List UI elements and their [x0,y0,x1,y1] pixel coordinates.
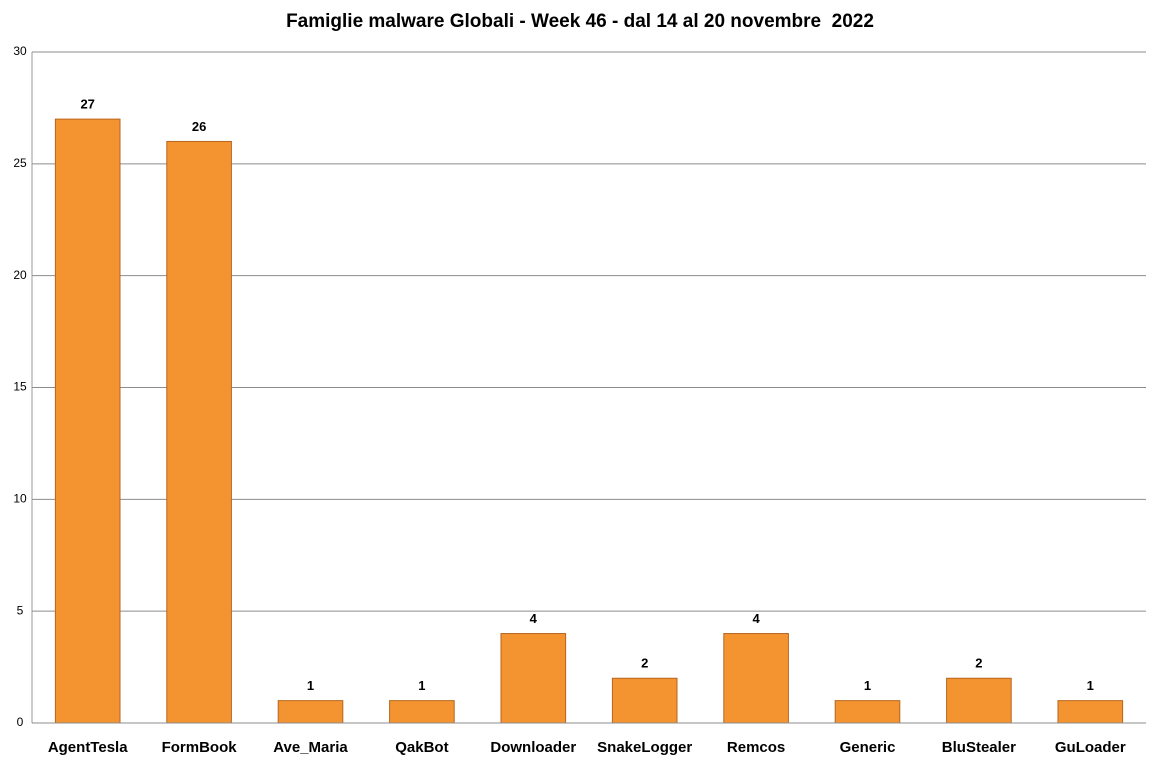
data-label: 1 [1087,678,1094,693]
bar [277,700,344,724]
bar-group [946,677,1012,724]
x-tick-label: GuLoader [1055,739,1126,756]
data-label: 2 [641,656,648,671]
bar [389,700,455,724]
data-label: 1 [307,678,314,693]
bar-group [834,700,901,724]
bar [166,140,232,724]
bar [54,118,121,724]
x-tick-label: QakBot [395,739,448,756]
data-label: 26 [192,119,206,134]
x-tick-label: SnakeLogger [597,739,692,756]
data-label: 27 [80,97,94,112]
bar [946,677,1012,724]
x-tick-label: AgentTesla [48,739,128,756]
bar-group [54,118,121,724]
data-label: 1 [864,678,871,693]
x-tick-label: Ave_Maria [273,739,348,756]
bar-group [723,633,789,724]
data-label: 2 [975,656,982,671]
bar [500,633,567,724]
data-label: 4 [530,611,538,626]
y-tick-label: 20 [13,268,27,282]
y-tick-label: 5 [17,603,24,617]
y-tick-label: 30 [13,44,27,58]
y-tick-label: 25 [13,156,27,170]
bar [1057,700,1124,724]
bar-group [277,700,344,724]
x-tick-label: BluStealer [942,739,1016,756]
bar-group [500,633,567,724]
bar-group [166,140,232,724]
bar [723,633,789,724]
x-tick-label: Remcos [727,739,785,756]
data-label: 1 [418,678,425,693]
x-tick-label: Generic [840,739,896,756]
data-label: 4 [752,611,760,626]
bar-group [1057,700,1124,724]
bar [611,677,678,724]
bar-group [611,677,678,724]
x-tick-label: FormBook [162,739,238,756]
y-tick-label: 15 [13,380,27,394]
chart-title: Famiglie malware Globali - Week 46 - dal… [286,11,874,32]
y-tick-label: 10 [13,492,27,506]
x-tick-label: Downloader [490,739,576,756]
bar [834,700,901,724]
bar-group [389,700,455,724]
y-tick-label: 0 [17,715,24,729]
